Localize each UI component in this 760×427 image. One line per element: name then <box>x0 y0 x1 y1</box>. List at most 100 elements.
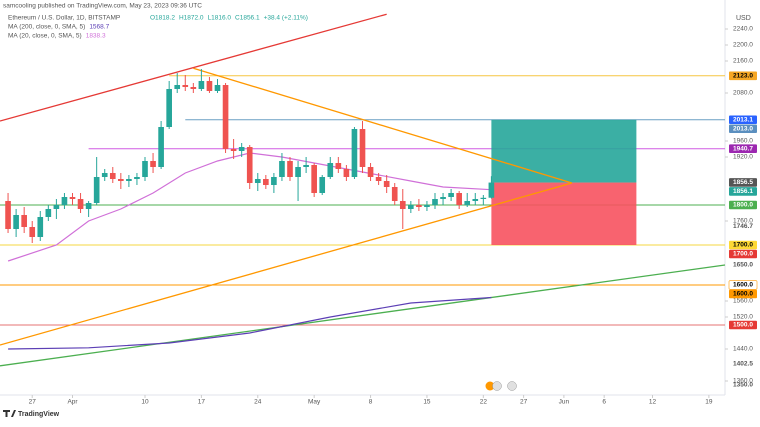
candle-body <box>432 199 438 205</box>
candle-body <box>158 127 164 167</box>
trend-line <box>193 67 573 184</box>
candle-body <box>109 173 116 179</box>
price-tag-label: 1600.0 <box>733 282 753 289</box>
candle-body <box>21 215 27 227</box>
ma-legend: MA (200, close, 0, SMA, 5) <box>8 24 85 31</box>
candle-body <box>142 161 148 177</box>
candle-body <box>53 205 60 209</box>
candle-body <box>101 173 108 177</box>
price-tag-label: 2013.1 <box>733 116 753 123</box>
candle-body <box>190 87 197 89</box>
candle-body <box>480 197 487 199</box>
candle-body <box>472 199 479 201</box>
ma-legend: MA (20, close, 0, SMA, 5) <box>8 33 82 40</box>
candle-body <box>424 205 430 207</box>
candle-body <box>206 81 213 91</box>
plot <box>0 13 726 367</box>
y-tick-label: 1920.0 <box>733 154 753 161</box>
candle-body <box>174 85 181 89</box>
price-tag <box>729 124 757 134</box>
price-tag <box>729 289 757 299</box>
candle-body <box>343 169 350 177</box>
x-tick-label: 10 <box>141 399 149 406</box>
candle-body <box>45 209 52 217</box>
axes: 2240.0 2200.0 2160.0 2080.0 1960.0 1920.0 1760… <box>29 26 758 406</box>
logo-icon <box>3 410 16 417</box>
x-tick-label: Jun <box>559 399 570 406</box>
price-tag <box>729 178 757 187</box>
candle-body <box>263 179 269 185</box>
price-tag-label: 1650.0 <box>733 262 753 269</box>
trend-line <box>0 264 726 367</box>
candle-body <box>391 187 398 201</box>
candle-body <box>198 81 205 89</box>
event-icon <box>492 381 502 391</box>
logo: TradingView <box>3 410 60 418</box>
trend-line <box>0 13 387 122</box>
candle-body <box>359 129 366 167</box>
candle-body <box>271 177 277 185</box>
candle-body <box>351 129 358 177</box>
loss-zone <box>491 182 637 245</box>
candle-body <box>246 147 253 183</box>
event-icon <box>485 381 495 391</box>
price-tag-label: 1500.0 <box>733 322 753 329</box>
candle-body <box>327 163 334 177</box>
price-tag-label: 1800.0 <box>733 202 753 209</box>
price-tag-label: 2123.0 <box>733 73 753 80</box>
publisher: samcooling published on TradingView.com,… <box>3 3 202 10</box>
price-tag <box>729 200 757 210</box>
y-tick-label: 1760.0 <box>733 218 753 225</box>
x-tick-label: 12 <box>649 399 657 406</box>
ohlc-label: C1856.1 <box>235 15 260 22</box>
price-tag-label: 1402.5 <box>733 361 753 368</box>
ohlc-label: +38.4 (+2.11%) <box>264 15 308 22</box>
price-tag <box>728 280 758 290</box>
candle-body <box>464 201 471 205</box>
candle-body <box>150 161 156 167</box>
price-tag <box>729 187 757 196</box>
price-tag-label: 1600.0 <box>733 291 753 298</box>
x-tick-label: 19 <box>705 399 713 406</box>
candle-body <box>279 161 285 177</box>
price-tag-label: 1940.7 <box>733 145 753 152</box>
y-tick-label: 1520.0 <box>733 314 753 321</box>
candle-body <box>416 205 422 207</box>
candle-body <box>408 205 414 209</box>
price-tag <box>729 249 757 259</box>
candle-body <box>182 85 189 87</box>
y-tick-label: 2200.0 <box>733 42 753 49</box>
chart-title: Ethereum / U.S. Dollar, 1D, BITSTAMP <box>8 15 120 22</box>
candle-body <box>319 177 326 193</box>
candle-body <box>126 179 132 181</box>
ohlc-label: L1816.0 <box>208 15 232 22</box>
currency: USD <box>736 15 751 22</box>
price-tag-label: 1856.1 <box>733 188 753 195</box>
price-tag <box>729 71 757 81</box>
price-tag-label: 1700.0 <box>733 251 753 258</box>
x-tick-label: 15 <box>423 399 431 406</box>
candle-body <box>335 163 342 169</box>
x-tick-label: May <box>308 399 321 406</box>
candle-body <box>456 193 462 205</box>
price-tag <box>729 320 757 330</box>
x-tick-label: 27 <box>29 399 37 406</box>
price-tag-label: 2013.0 <box>733 125 753 132</box>
candle-body <box>295 167 301 177</box>
x-tick-label: 27 <box>520 399 528 406</box>
candle-body <box>214 85 221 91</box>
price-tag-label: 1700.0 <box>733 242 753 249</box>
candle-body <box>134 177 140 179</box>
candle-body <box>69 197 76 199</box>
candle-body <box>448 193 454 197</box>
y-tick-label: 1360.0 <box>733 378 753 385</box>
candle-body <box>77 199 84 209</box>
candle-body <box>399 201 406 209</box>
candle-body <box>118 179 124 181</box>
candle-body <box>311 165 317 193</box>
y-tick-label: 1960.0 <box>733 138 753 145</box>
y-tick-label: 1560.0 <box>733 298 753 305</box>
moving-average <box>8 296 492 350</box>
candle-body <box>13 215 19 229</box>
y-tick-label: 2160.0 <box>733 58 753 65</box>
